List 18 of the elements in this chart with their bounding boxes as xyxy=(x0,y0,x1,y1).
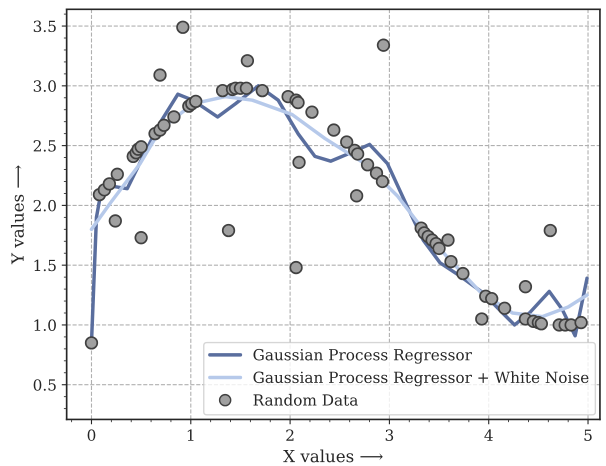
x-tick-label: 2 xyxy=(286,429,294,441)
legend-label: Gaussian Process Regressor + White Noise xyxy=(254,371,588,386)
y-tick-label: 3.0 xyxy=(34,80,56,92)
x-tick-label: 0 xyxy=(88,429,96,441)
y-tick-label: 3.5 xyxy=(34,20,56,32)
x-tick-label: 5 xyxy=(584,430,592,441)
x-tick-label: 1 xyxy=(188,429,194,441)
legend-label: Random Data xyxy=(253,394,358,406)
y-tick-label: 0.5 xyxy=(34,379,56,391)
y-tick-label: 1.5 xyxy=(34,260,56,272)
legend-label: Gaussian Process Regressor xyxy=(254,348,472,364)
x-tick-label: 3 xyxy=(386,429,394,441)
y-tick-label: 2.5 xyxy=(34,140,56,152)
y-axis-title: Y values ⟶ xyxy=(10,165,24,264)
x-axis-title: X values ⟶ xyxy=(283,449,383,462)
y-tick-label: 1.0 xyxy=(34,319,56,331)
x-tick-label: 4 xyxy=(484,429,493,441)
y-tick-label: 2.0 xyxy=(34,200,56,212)
